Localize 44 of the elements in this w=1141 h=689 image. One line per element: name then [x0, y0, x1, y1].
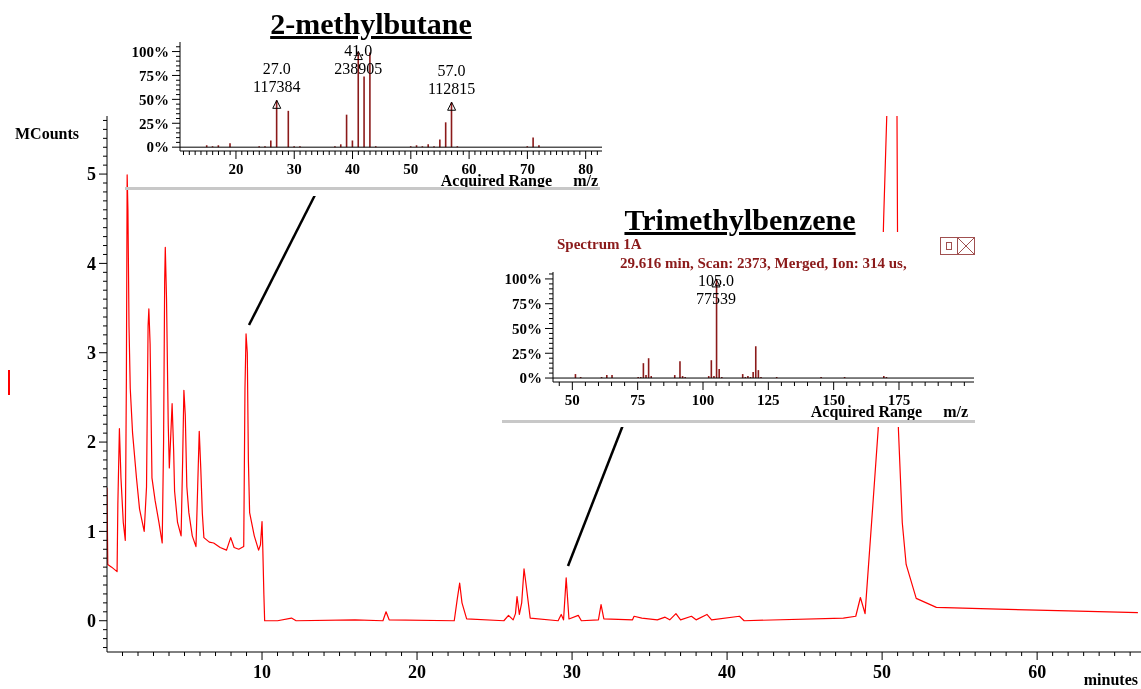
x-tick-label: 70	[519, 161, 535, 177]
y-tick-label: 100%	[131, 43, 169, 60]
x-axis-title: m/z	[943, 403, 968, 420]
x-tick-label: 20	[408, 662, 427, 682]
x-tick-label: 20	[228, 161, 244, 177]
y-tick-label: 1	[87, 521, 96, 542]
x-tick-label: 40	[345, 161, 361, 177]
y-tick-label: 0%	[146, 139, 169, 156]
x-tick-label: 50	[564, 392, 580, 408]
annotation: 29.616 min, Scan: 2373, Merged, Ion: 314 us,	[620, 255, 907, 271]
y-tick-label: 4	[87, 253, 96, 274]
y-tick-label: 75%	[139, 67, 169, 84]
y-tick-label: 100%	[504, 271, 542, 288]
annotation: 57.0 112815	[427, 62, 476, 98]
x-tick-label: 75	[630, 392, 646, 408]
x-tick-label: 150	[822, 392, 845, 408]
x-tick-label: 30	[286, 161, 302, 177]
y-tick-label: 0	[87, 611, 96, 632]
chart-title: 2-methylbutane	[270, 7, 472, 40]
x-tick-label: 60	[1028, 662, 1047, 682]
annotation: 27.0 117384	[253, 60, 301, 96]
x-tick-label: 100	[691, 392, 715, 408]
x-tick-label: 175	[887, 392, 911, 408]
y-tick-label: 50%	[512, 320, 542, 337]
y-tick-label: 3	[87, 343, 96, 364]
x-tick-label: 40	[718, 662, 737, 682]
y-tick-label: 75%	[512, 295, 542, 312]
y-tick-label: 2	[87, 432, 96, 453]
x-tick-label: 125	[757, 392, 780, 408]
x-axis-title: minutes	[1083, 671, 1138, 688]
x-tick-label: 50	[873, 662, 892, 682]
y-tick-label: 25%	[512, 345, 542, 362]
x-tick-label: 10	[253, 662, 272, 682]
y-tick-label: 5	[87, 164, 96, 185]
y-tick-label: 25%	[139, 115, 169, 132]
x-tick-label: 80	[578, 161, 594, 177]
y-tick-label: 0%	[519, 370, 542, 387]
x-tick-label: 50	[403, 161, 419, 177]
y-tick-label: 50%	[139, 91, 169, 108]
chart-title: Trimethylbenzene	[624, 203, 856, 236]
x-tick-label: 30	[563, 662, 582, 682]
y-axis-title: MCounts	[15, 125, 80, 142]
chart-subtitle: Spectrum 1A	[557, 236, 642, 252]
x-tick-label: 60	[461, 161, 477, 177]
